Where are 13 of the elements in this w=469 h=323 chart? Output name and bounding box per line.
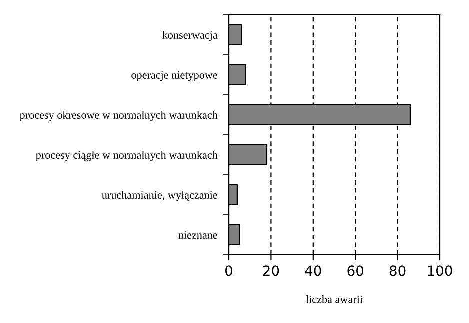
x-tick-label: 20 — [263, 266, 280, 276]
x-tick-label: 0 — [225, 266, 232, 276]
y-tick-label: operacje nietypowe — [132, 71, 218, 82]
y-tick-label: uruchamianie, wyłączanie — [102, 191, 218, 202]
y-tick-label: procesy okresowe w normalnych warunkach — [20, 111, 218, 122]
y-tick-label: nieznane — [178, 231, 218, 239]
x-axis-title: liczba awarii — [306, 296, 363, 304]
x-tick-label: 60 — [348, 266, 364, 276]
y-tick-label: konserwacja — [162, 31, 218, 42]
x-tick-label: 40 — [305, 266, 322, 276]
x-tick-label: 100 — [428, 266, 452, 276]
y-tick-label: procesy ciągłe w normalnych warunkach — [36, 151, 218, 162]
x-tick-label: 80 — [390, 266, 406, 276]
